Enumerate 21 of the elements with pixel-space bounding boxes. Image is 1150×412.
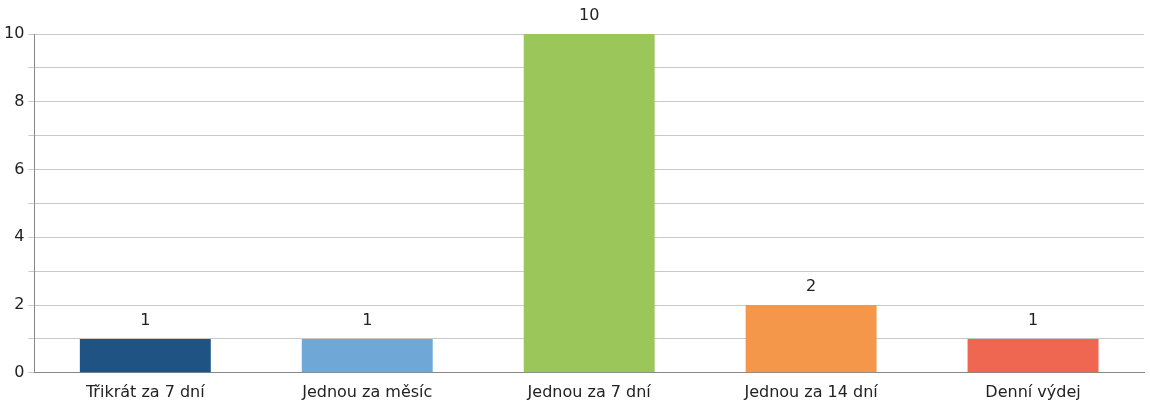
bar bbox=[745, 305, 877, 373]
x-tick-label: Třikrát za 7 dní bbox=[84, 381, 206, 401]
y-tick-label: 10 bbox=[4, 23, 25, 43]
data-label: 1 bbox=[140, 310, 151, 330]
y-tick-label: 8 bbox=[14, 90, 25, 110]
x-tick-label: Jednou za 14 dní bbox=[743, 381, 879, 401]
x-tick-label: Denní výdej bbox=[985, 381, 1081, 401]
bar bbox=[79, 338, 211, 373]
y-tick-label: 6 bbox=[14, 158, 25, 178]
bar bbox=[301, 338, 433, 373]
y-tick-label: 4 bbox=[14, 226, 25, 246]
data-label: 10 bbox=[579, 5, 600, 25]
bar bbox=[523, 34, 655, 373]
y-tick-label: 2 bbox=[14, 294, 25, 314]
data-label: 1 bbox=[1027, 310, 1039, 330]
x-tick-label: Jednou za měsíc bbox=[301, 381, 433, 401]
bar bbox=[967, 338, 1099, 373]
data-label: 1 bbox=[362, 310, 373, 330]
y-tick-label: 0 bbox=[14, 361, 25, 381]
x-tick-label: Jednou za 7 dní bbox=[526, 381, 652, 401]
data-label: 2 bbox=[806, 276, 817, 296]
